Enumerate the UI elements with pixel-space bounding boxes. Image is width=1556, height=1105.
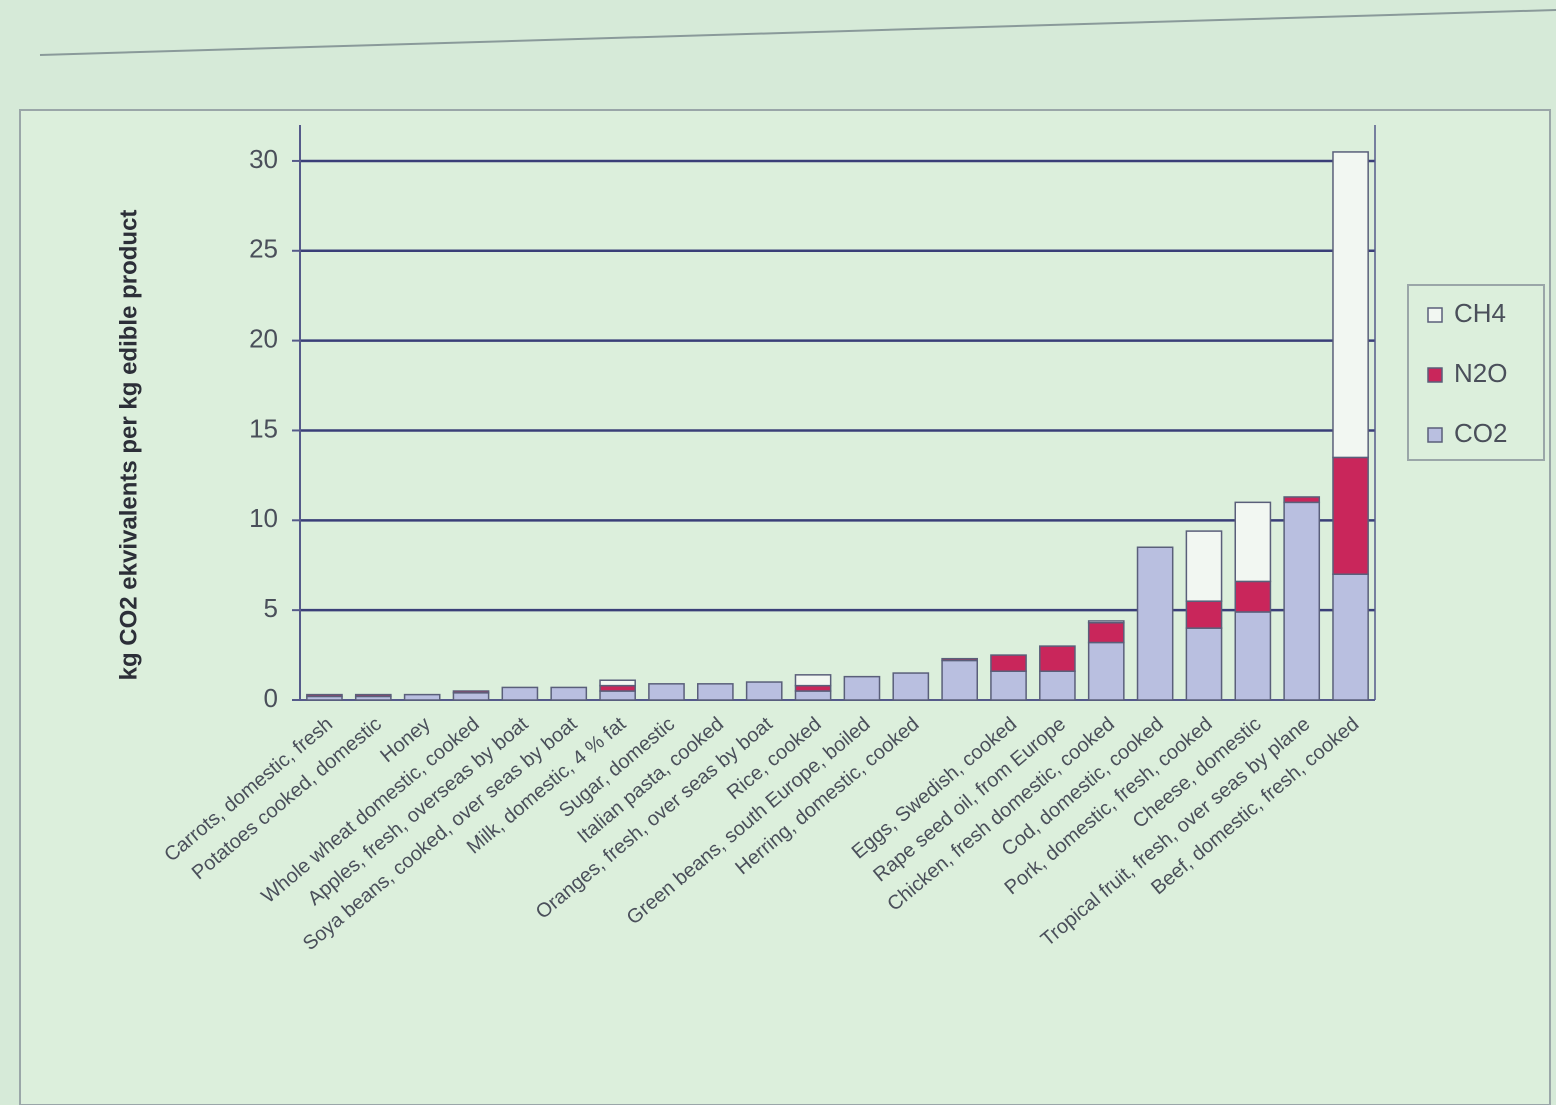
- legend-label: CH4: [1454, 298, 1506, 328]
- bar-segment: [794, 674, 832, 687]
- bar-segment: [1234, 580, 1272, 613]
- bar-segment: [1185, 627, 1223, 701]
- bar-segment: [990, 654, 1027, 672]
- bar-segment: [1136, 546, 1174, 701]
- bar-segment: [1185, 600, 1223, 629]
- bar-segment: [501, 686, 539, 701]
- y-tick-label: 20: [249, 324, 278, 354]
- bar-segment: [648, 683, 685, 701]
- y-tick-label: 5: [264, 593, 278, 623]
- legend-label: N2O: [1454, 358, 1507, 388]
- bar-segment: [452, 690, 490, 694]
- y-tick-label: 15: [249, 413, 278, 443]
- bar-segment: [1087, 620, 1125, 624]
- y-tick-label: 0: [264, 683, 278, 713]
- y-tick-label: 10: [249, 503, 278, 533]
- bar-segment: [550, 686, 588, 701]
- bar-segment: [599, 679, 636, 687]
- y-tick-label: 30: [249, 144, 278, 174]
- y-axis-label: kg CO2 ekvivalents per kg edible product: [115, 210, 142, 681]
- bar-segment: [306, 693, 343, 698]
- bar-segment: [599, 690, 636, 701]
- legend-label: CO2: [1454, 418, 1507, 448]
- bar-segment: [1332, 573, 1369, 701]
- bar-segment: [941, 659, 978, 701]
- bar-segment: [1234, 501, 1272, 583]
- bar-segment: [697, 683, 734, 701]
- bar-segment: [599, 684, 636, 692]
- bar-segment: [1332, 456, 1369, 575]
- bar-segment: [354, 693, 392, 698]
- bar-segment: [1039, 645, 1076, 672]
- header-rule: [39, 9, 1556, 56]
- bar-segment: [794, 690, 832, 701]
- bar-segment: [1185, 530, 1223, 602]
- legend-swatch: [1427, 427, 1443, 443]
- bar-segment: [892, 672, 930, 701]
- bar-segment: [1332, 151, 1369, 459]
- legend-swatch: [1427, 307, 1443, 323]
- bar-segment: [403, 693, 441, 701]
- bar-segment: [1283, 501, 1321, 701]
- legend-swatch: [1427, 367, 1443, 383]
- bar-segment: [941, 657, 978, 662]
- bar-segment: [1087, 621, 1125, 644]
- bar-segment: [745, 681, 783, 701]
- bar-segment: [1039, 670, 1076, 701]
- bar-segment: [1234, 611, 1272, 701]
- bar-segment: [794, 684, 832, 692]
- y-tick-label: 25: [249, 234, 278, 264]
- bar-segment: [452, 692, 490, 701]
- bar-segment: [1087, 641, 1125, 701]
- bar-segment: [843, 675, 881, 701]
- bar-segment: [990, 670, 1027, 701]
- bar-segment: [1283, 496, 1321, 504]
